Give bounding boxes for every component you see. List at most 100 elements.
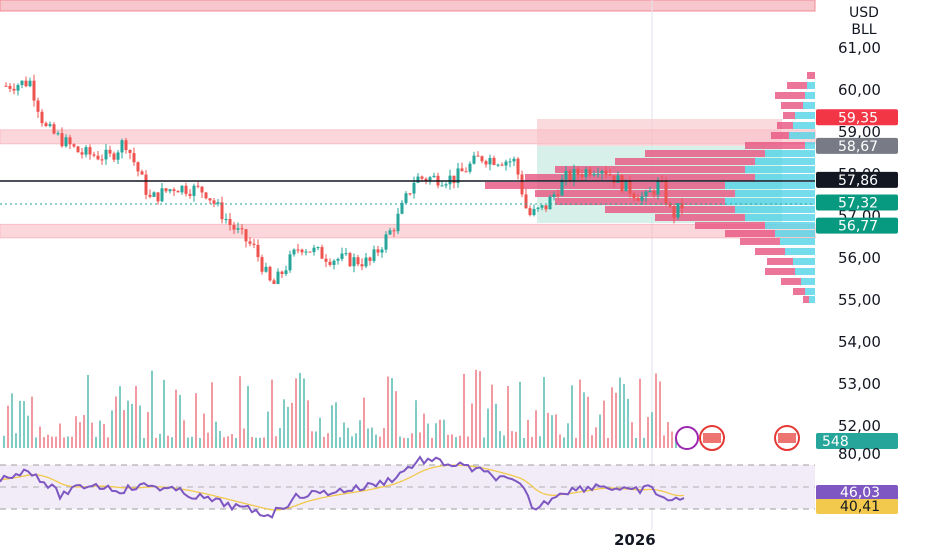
vp-row-pink <box>745 142 805 149</box>
volume-bar <box>183 420 185 448</box>
volume-bar <box>227 436 229 448</box>
volume-bar <box>531 436 533 448</box>
vp-row-pink <box>755 248 785 255</box>
currency-unit[interactable]: USD BLL <box>833 5 895 41</box>
candle-body <box>220 202 224 220</box>
volume-bar <box>627 398 629 448</box>
volume-bar <box>635 437 637 448</box>
volume-bar <box>659 381 661 448</box>
candle-body <box>240 228 244 230</box>
volume-bar <box>591 435 593 448</box>
volume-bar <box>471 403 473 448</box>
candle-body <box>32 80 36 101</box>
volume-bar <box>39 426 41 448</box>
candle-body <box>304 251 308 253</box>
candle-body <box>44 123 48 126</box>
volume-bar <box>663 435 665 448</box>
vp-row-cyan <box>735 190 815 197</box>
vp-row-cyan <box>765 222 815 229</box>
candle-body <box>556 194 560 196</box>
candle-body <box>60 133 64 147</box>
vp-row-pink <box>485 182 725 189</box>
rsi-line <box>0 455 685 519</box>
volume-bar <box>343 422 345 448</box>
volume-bar <box>99 420 101 448</box>
candle-body <box>100 159 104 161</box>
candle-body <box>156 192 160 202</box>
volume-bar <box>427 423 429 448</box>
candle-body <box>16 85 20 91</box>
candle-body <box>276 271 280 284</box>
volume-bars <box>3 369 685 448</box>
candle-body <box>348 253 352 267</box>
volume-bar <box>523 437 525 448</box>
candle-body <box>24 80 28 87</box>
event-flag-icon[interactable] <box>675 426 699 450</box>
candle-body <box>636 197 640 201</box>
price-axis[interactable]: 61,0060,0059,0058,0057,0056,0055,0054,00… <box>838 39 881 435</box>
volume-bar <box>171 437 173 448</box>
candle-body <box>500 164 504 166</box>
candle-body <box>352 257 356 267</box>
event-icons[interactable] <box>675 425 800 451</box>
volume-bar <box>383 428 385 448</box>
price-tag-label: 57,32 <box>838 196 878 212</box>
volume-bar <box>143 437 145 448</box>
candle-body <box>628 179 632 194</box>
vp-row-pink <box>793 288 805 295</box>
vp-row-cyan <box>785 248 815 255</box>
volume-bar <box>187 437 189 448</box>
vp-row-pink <box>695 222 765 229</box>
volume-bar <box>47 434 49 448</box>
volume-bar <box>615 392 617 448</box>
volume-bar <box>371 427 373 448</box>
volume-bar <box>599 414 601 448</box>
vp-row-pink <box>787 82 807 89</box>
vp-row-pink <box>555 198 725 205</box>
candle-body <box>8 85 12 89</box>
candle-body <box>576 168 580 175</box>
position-loss-box <box>537 119 782 146</box>
volume-bar <box>179 394 181 448</box>
volume-bar <box>563 437 565 448</box>
vp-row-pink <box>807 72 815 79</box>
candle-body <box>332 260 336 265</box>
candle-body <box>452 175 456 184</box>
candle-body <box>212 200 216 204</box>
volume-bar <box>655 373 657 448</box>
volume-bar <box>135 385 137 448</box>
candle-body <box>568 170 572 181</box>
volume-bar <box>71 436 73 448</box>
candle-body <box>96 155 100 160</box>
volume-bar <box>303 378 305 448</box>
candle-body <box>532 208 536 216</box>
vp-row-cyan <box>765 150 815 157</box>
candle-body <box>296 249 300 251</box>
volume-bar <box>503 435 505 448</box>
candle-body <box>104 149 108 160</box>
volume-bar <box>75 416 77 448</box>
volume-bar <box>379 436 381 448</box>
candle-body <box>140 171 144 175</box>
volume-bar <box>363 397 365 448</box>
price-tag-bg <box>816 171 898 188</box>
volume-bar <box>399 436 401 448</box>
volume-bar <box>223 437 225 448</box>
candle-body <box>216 202 220 204</box>
candle-body <box>656 180 660 195</box>
candle-body <box>148 194 152 197</box>
candle-body <box>616 175 620 183</box>
vp-row-pink <box>555 166 745 173</box>
candle-body <box>600 170 604 174</box>
volume-bar <box>319 417 321 448</box>
volume-bar <box>355 433 357 448</box>
volume-bar <box>115 396 117 448</box>
volume-bar <box>551 415 553 448</box>
vp-row-pink <box>615 158 755 165</box>
volume-bar <box>91 422 93 448</box>
price-zone <box>0 223 816 239</box>
candle-body <box>552 194 556 197</box>
candle-body <box>584 169 588 177</box>
candle-body <box>356 257 360 265</box>
